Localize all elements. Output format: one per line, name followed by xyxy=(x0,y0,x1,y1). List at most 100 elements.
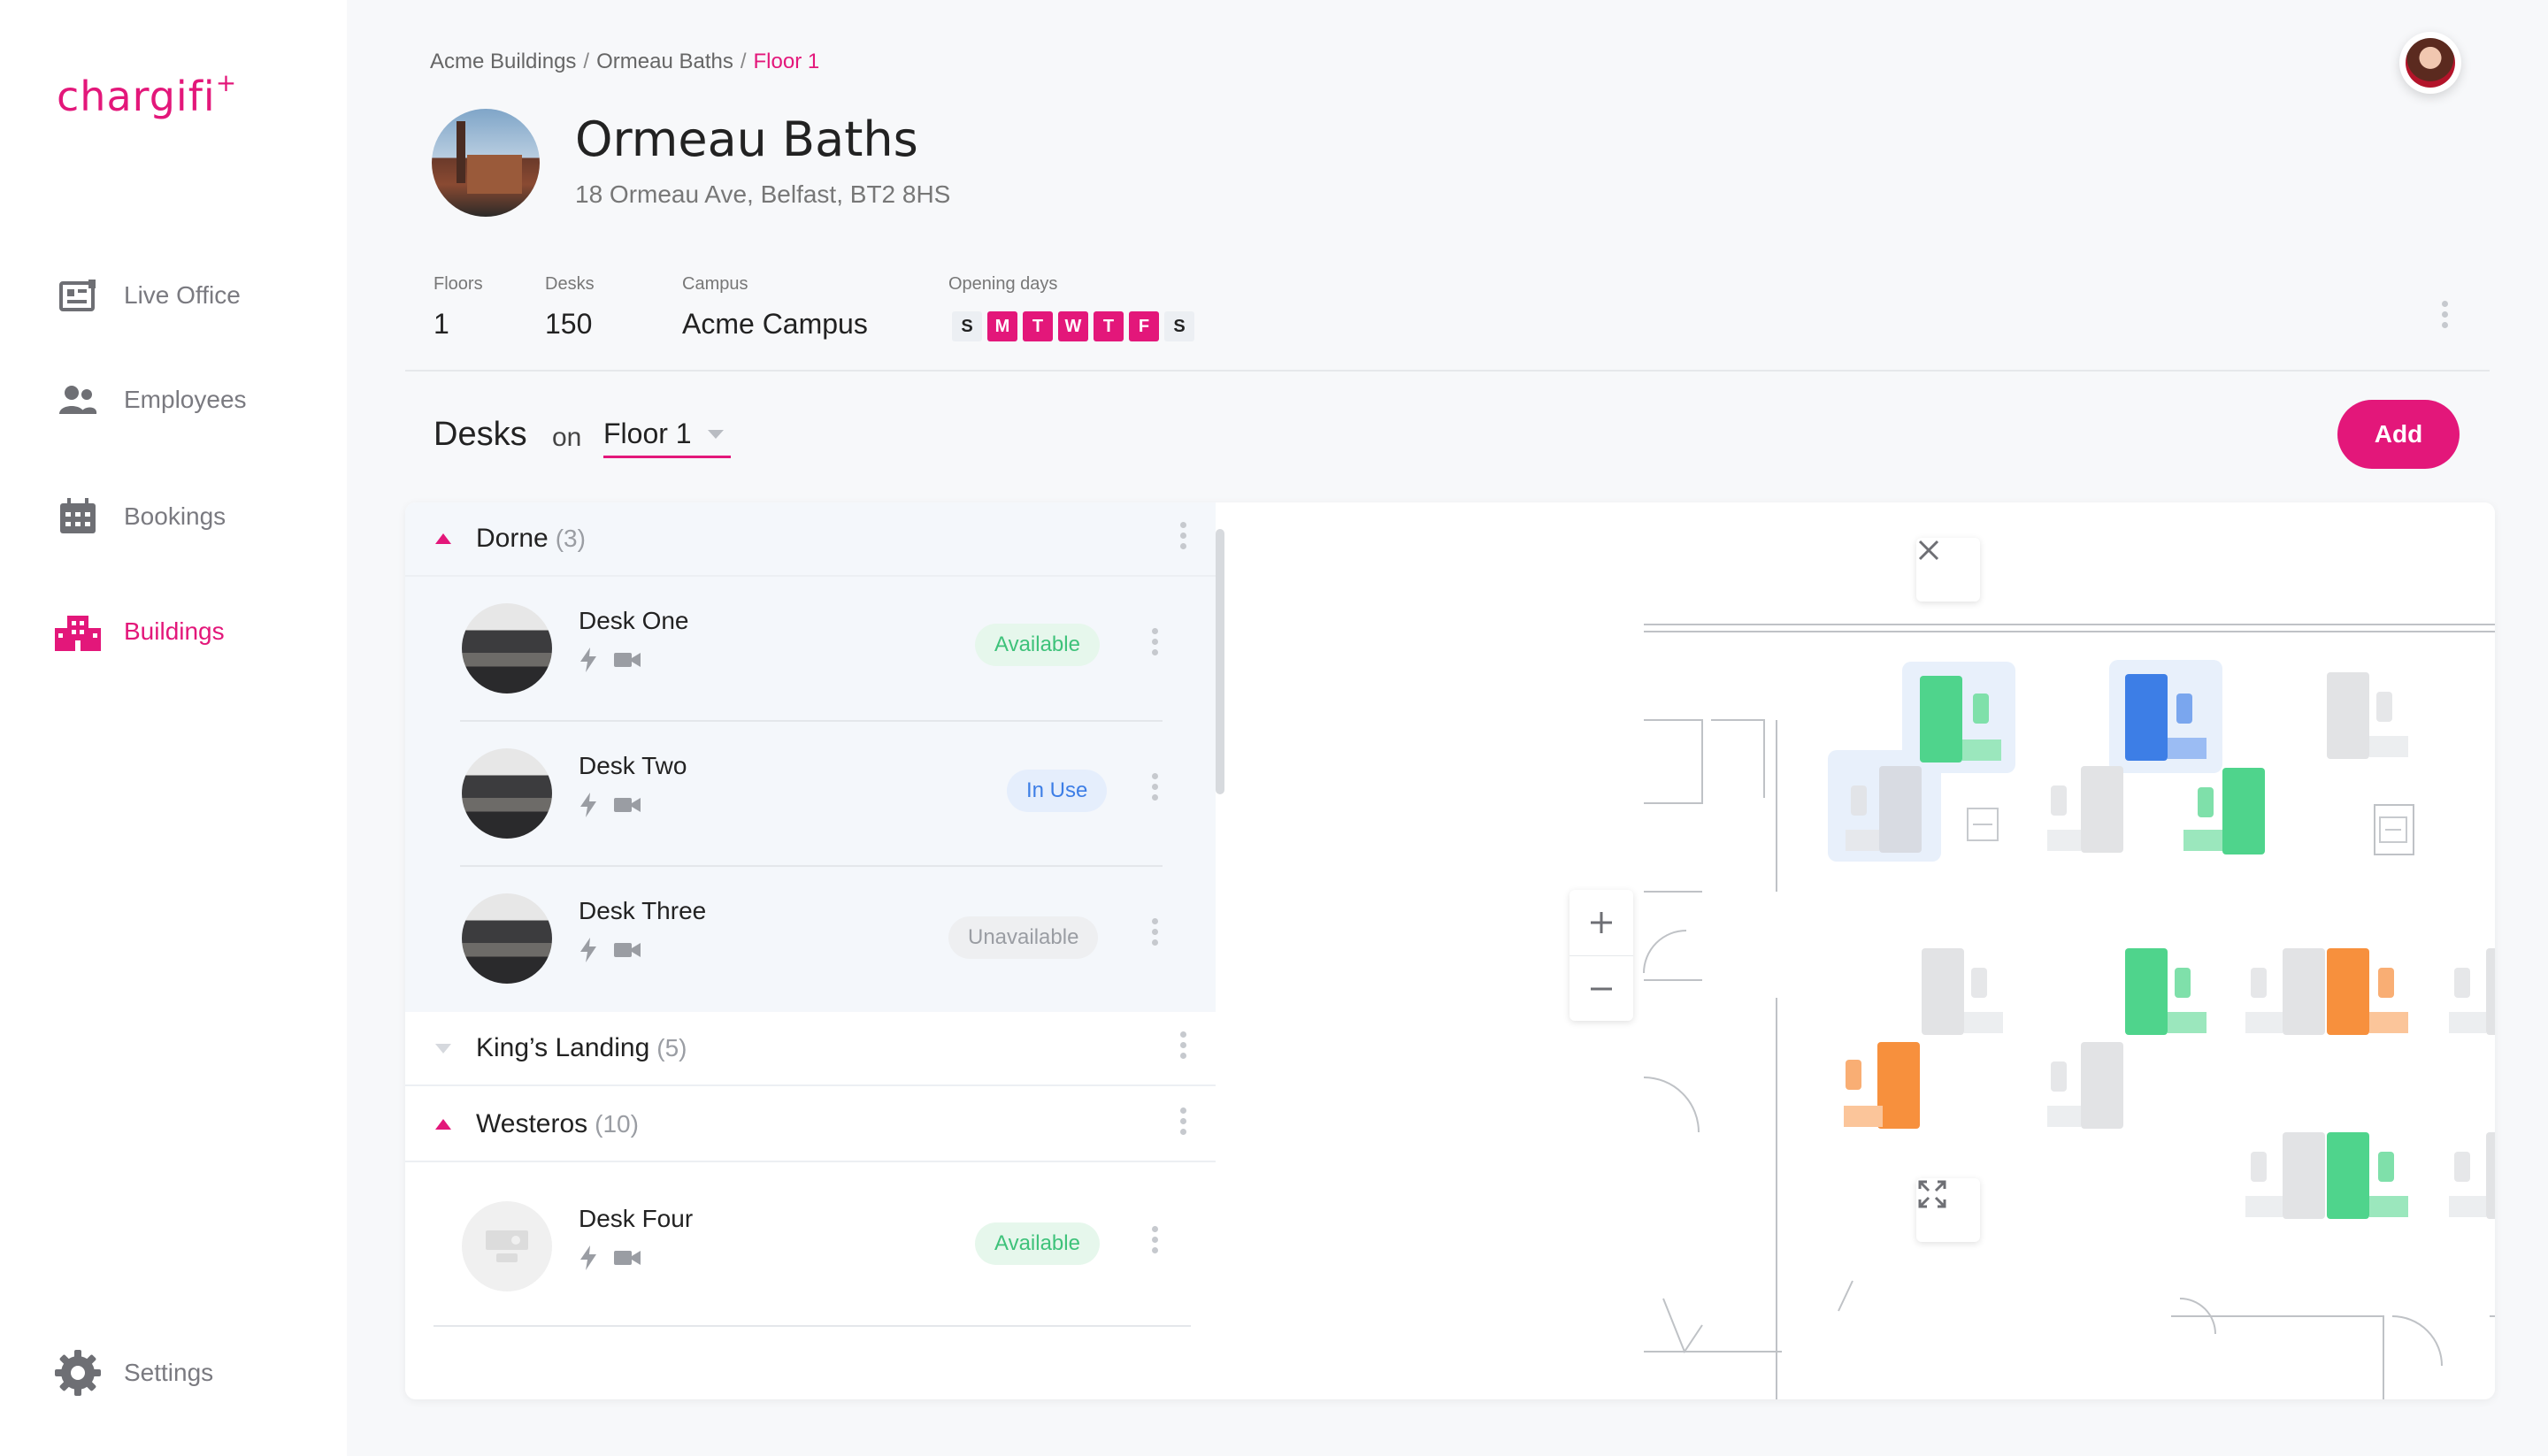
sidebar-item-live-office[interactable]: Live Office xyxy=(53,269,241,322)
page-title: Ormeau Baths xyxy=(575,111,918,167)
breadcrumb: Acme Buildings / Ormeau Baths / Floor 1 xyxy=(430,50,819,74)
group-more-menu[interactable] xyxy=(1180,1107,1186,1135)
video-camera-icon xyxy=(614,1251,641,1265)
floor-map[interactable] xyxy=(1233,502,2495,1399)
video-camera-icon xyxy=(614,798,641,812)
zoom-divider xyxy=(1569,955,1633,956)
employees-icon xyxy=(53,379,103,421)
breadcrumb-separator: / xyxy=(583,50,590,73)
desks-value: 150 xyxy=(545,308,593,340)
expand-icon xyxy=(1918,1180,1946,1208)
desk-amenities xyxy=(579,1245,641,1270)
sidebar-item-label: Employees xyxy=(124,386,247,413)
group-name: Westeros xyxy=(476,1109,588,1138)
desk-markers xyxy=(1828,660,2495,1219)
buildings-icon xyxy=(53,610,103,653)
fullscreen-button[interactable] xyxy=(1916,1178,1980,1242)
floors-value: 1 xyxy=(434,308,449,340)
campus-label: Campus xyxy=(682,274,748,294)
desk-more-menu[interactable] xyxy=(1152,628,1158,655)
breadcrumb-separator: / xyxy=(740,50,747,73)
desk-more-menu[interactable] xyxy=(1152,773,1158,801)
group-header-kings-landing[interactable]: King’s Landing (5) xyxy=(405,1012,1216,1086)
sidebar-item-settings[interactable]: Settings xyxy=(53,1346,213,1399)
desk-row[interactable]: Desk Three Unavailable xyxy=(405,867,1216,1012)
group-header-westeros[interactable]: Westeros (10) xyxy=(405,1088,1216,1162)
avatar-image xyxy=(2406,38,2455,88)
desk-name: Desk Four xyxy=(579,1205,694,1232)
status-badge: Available xyxy=(975,1222,1100,1265)
sidebar-item-buildings[interactable]: Buildings xyxy=(53,605,225,658)
close-map-button[interactable] xyxy=(1916,538,1980,602)
video-camera-icon xyxy=(614,653,641,667)
group-name: King’s Landing xyxy=(476,1033,650,1062)
chevron-down-icon xyxy=(707,430,724,439)
desk-more-menu[interactable] xyxy=(1152,1226,1158,1253)
row-divider xyxy=(460,865,1163,867)
zoom-out-button[interactable] xyxy=(1569,956,1633,1022)
campus-value: Acme Campus xyxy=(682,308,868,340)
desk-amenities xyxy=(579,938,641,962)
opening-days-label: Opening days xyxy=(948,274,1058,294)
group-header-dorne[interactable]: Dorne (3) xyxy=(405,502,1216,577)
breadcrumb-item[interactable]: Ormeau Baths xyxy=(596,50,733,73)
desk-photo xyxy=(462,603,552,694)
sidebar-item-label: Settings xyxy=(124,1359,214,1386)
desks-on-label: on xyxy=(552,423,582,452)
day-thursday: T xyxy=(1094,311,1124,341)
sidebar: chargifi+ Live Office Employees Bookings… xyxy=(0,0,347,1456)
charging-icon xyxy=(580,648,596,672)
list-scrollbar[interactable] xyxy=(1216,529,1224,794)
collapse-icon xyxy=(435,533,451,544)
desk-row[interactable]: Desk Two In Use xyxy=(405,722,1216,867)
floor-plan-fixtures xyxy=(1967,808,2407,843)
floors-label: Floors xyxy=(434,274,483,294)
plus-icon xyxy=(1591,912,1612,933)
opening-days: S M T W T F S xyxy=(952,311,1194,341)
user-avatar[interactable] xyxy=(2399,32,2461,94)
minus-icon xyxy=(1591,987,1612,991)
day-wednesday: W xyxy=(1058,311,1088,341)
row-divider xyxy=(460,720,1163,722)
charging-icon xyxy=(580,793,596,817)
floor-plan-walls xyxy=(1643,624,2495,1399)
day-friday: F xyxy=(1129,311,1159,341)
group-count: (5) xyxy=(656,1034,687,1061)
breadcrumb-item[interactable]: Acme Buildings xyxy=(430,50,577,73)
building-photo-block xyxy=(467,155,522,194)
sidebar-item-label: Bookings xyxy=(124,502,226,530)
status-badge: Available xyxy=(975,624,1100,666)
logo-mark: + xyxy=(215,67,238,97)
desk-amenities xyxy=(579,648,641,672)
desks-section-title: Desks xyxy=(434,416,527,453)
add-desk-button[interactable]: Add xyxy=(2337,400,2460,469)
video-camera-icon xyxy=(614,943,641,957)
building-address: 18 Ormeau Ave, Belfast, BT2 8HS xyxy=(575,180,951,208)
group-more-menu[interactable] xyxy=(1180,1031,1186,1059)
building-more-menu[interactable] xyxy=(2442,301,2448,328)
desks-label: Desks xyxy=(545,274,595,294)
calendar-icon xyxy=(53,495,103,538)
desk-placeholder-icon xyxy=(486,1230,528,1262)
desk-photo-placeholder xyxy=(462,1201,552,1291)
desk-row[interactable]: Desk One Available xyxy=(405,577,1216,722)
floor-select[interactable]: Floor 1 xyxy=(603,418,731,458)
zoom-in-button[interactable] xyxy=(1569,890,1633,955)
desk-list: Dorne (3) Desk One Available Desk Two In… xyxy=(405,502,1224,1399)
day-monday: M xyxy=(987,311,1017,341)
desk-row[interactable]: Desk Four Available xyxy=(405,1175,1216,1320)
group-more-menu[interactable] xyxy=(1180,522,1186,549)
chargifi-logo[interactable]: chargifi+ xyxy=(57,68,237,120)
day-saturday: S xyxy=(1164,311,1194,341)
collapse-icon xyxy=(435,1119,451,1130)
sidebar-item-bookings[interactable]: Bookings xyxy=(53,490,226,543)
charging-icon xyxy=(580,938,596,962)
desk-amenities xyxy=(579,793,641,817)
desk-photo xyxy=(462,748,552,839)
building-photo xyxy=(432,109,540,217)
floor-select-value: Floor 1 xyxy=(603,418,692,449)
gear-icon xyxy=(53,1350,103,1396)
desk-more-menu[interactable] xyxy=(1152,918,1158,946)
close-icon xyxy=(1918,540,1939,561)
sidebar-item-employees[interactable]: Employees xyxy=(53,373,247,426)
